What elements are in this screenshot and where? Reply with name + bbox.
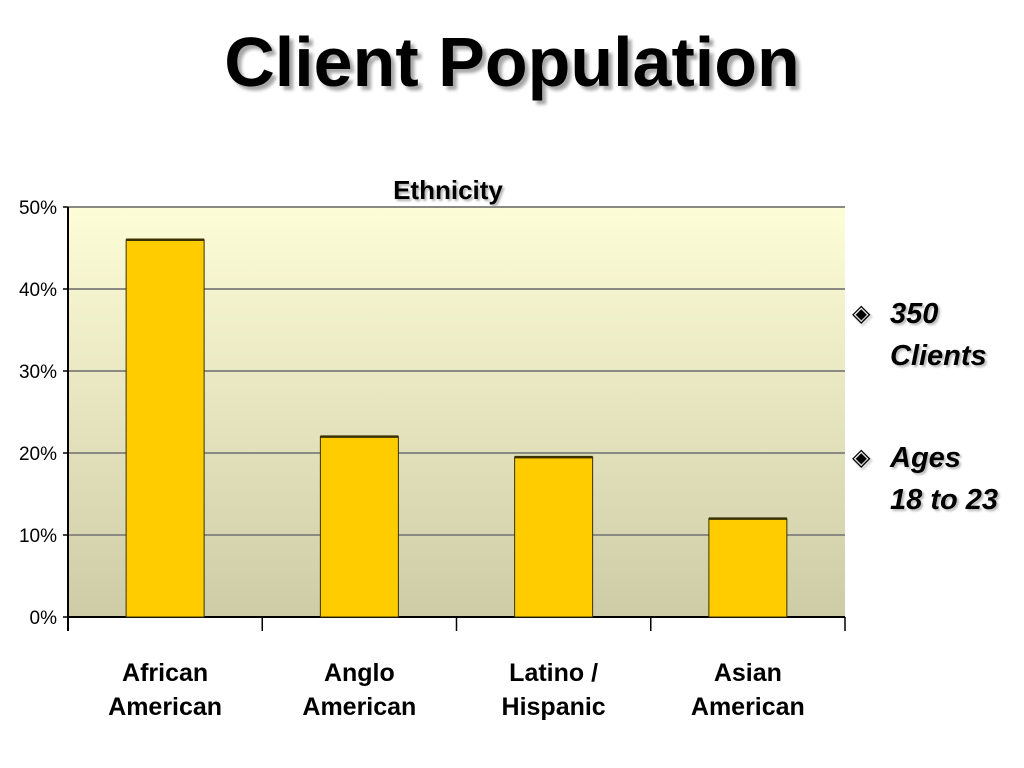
y-tick-label: 20% <box>19 444 57 465</box>
x-category-label: Anglo American <box>302 659 416 721</box>
bar-1 <box>319 436 399 618</box>
bar-2 <box>514 456 594 618</box>
diamond-bullet-icon: ◈ <box>852 300 871 327</box>
bullet-list: ◈ 350 Clients ◈ Ages 18 to 23 <box>848 293 1024 521</box>
bullet-item-clients: ◈ 350 Clients <box>848 293 1024 377</box>
bullet-item-ages: ◈ Ages 18 to 23 <box>848 437 1024 521</box>
bullet-text-ages: Ages 18 to 23 <box>890 442 998 516</box>
y-tick-label: 50% <box>19 198 57 219</box>
y-tick-label: 0% <box>30 608 58 629</box>
x-category-label-line: Asian <box>714 659 782 687</box>
x-category-label: African American <box>108 659 222 721</box>
bar-0 <box>125 239 205 618</box>
x-category-label: Asian American <box>691 659 805 721</box>
x-category-label: Latino / Hispanic <box>502 659 606 721</box>
x-category-label-line: American <box>108 693 222 721</box>
y-tick-label: 30% <box>19 362 57 383</box>
x-category-label-line: Hispanic <box>502 693 606 721</box>
y-tick-label: 40% <box>19 280 57 301</box>
x-category-label-line: American <box>302 693 416 721</box>
x-category-label-line: African <box>122 659 208 687</box>
slide-title: Client Population <box>224 23 800 101</box>
y-tick-label: 10% <box>19 526 57 547</box>
diamond-bullet-icon: ◈ <box>852 444 871 471</box>
x-category-label-line: American <box>691 693 805 721</box>
chart-title: Ethnicity <box>393 175 503 205</box>
x-category-label-line: Anglo <box>324 659 395 687</box>
bullet-text-clients: 350 Clients <box>890 298 987 372</box>
bar-3 <box>708 518 788 618</box>
x-category-label-line: Latino / <box>509 659 598 687</box>
